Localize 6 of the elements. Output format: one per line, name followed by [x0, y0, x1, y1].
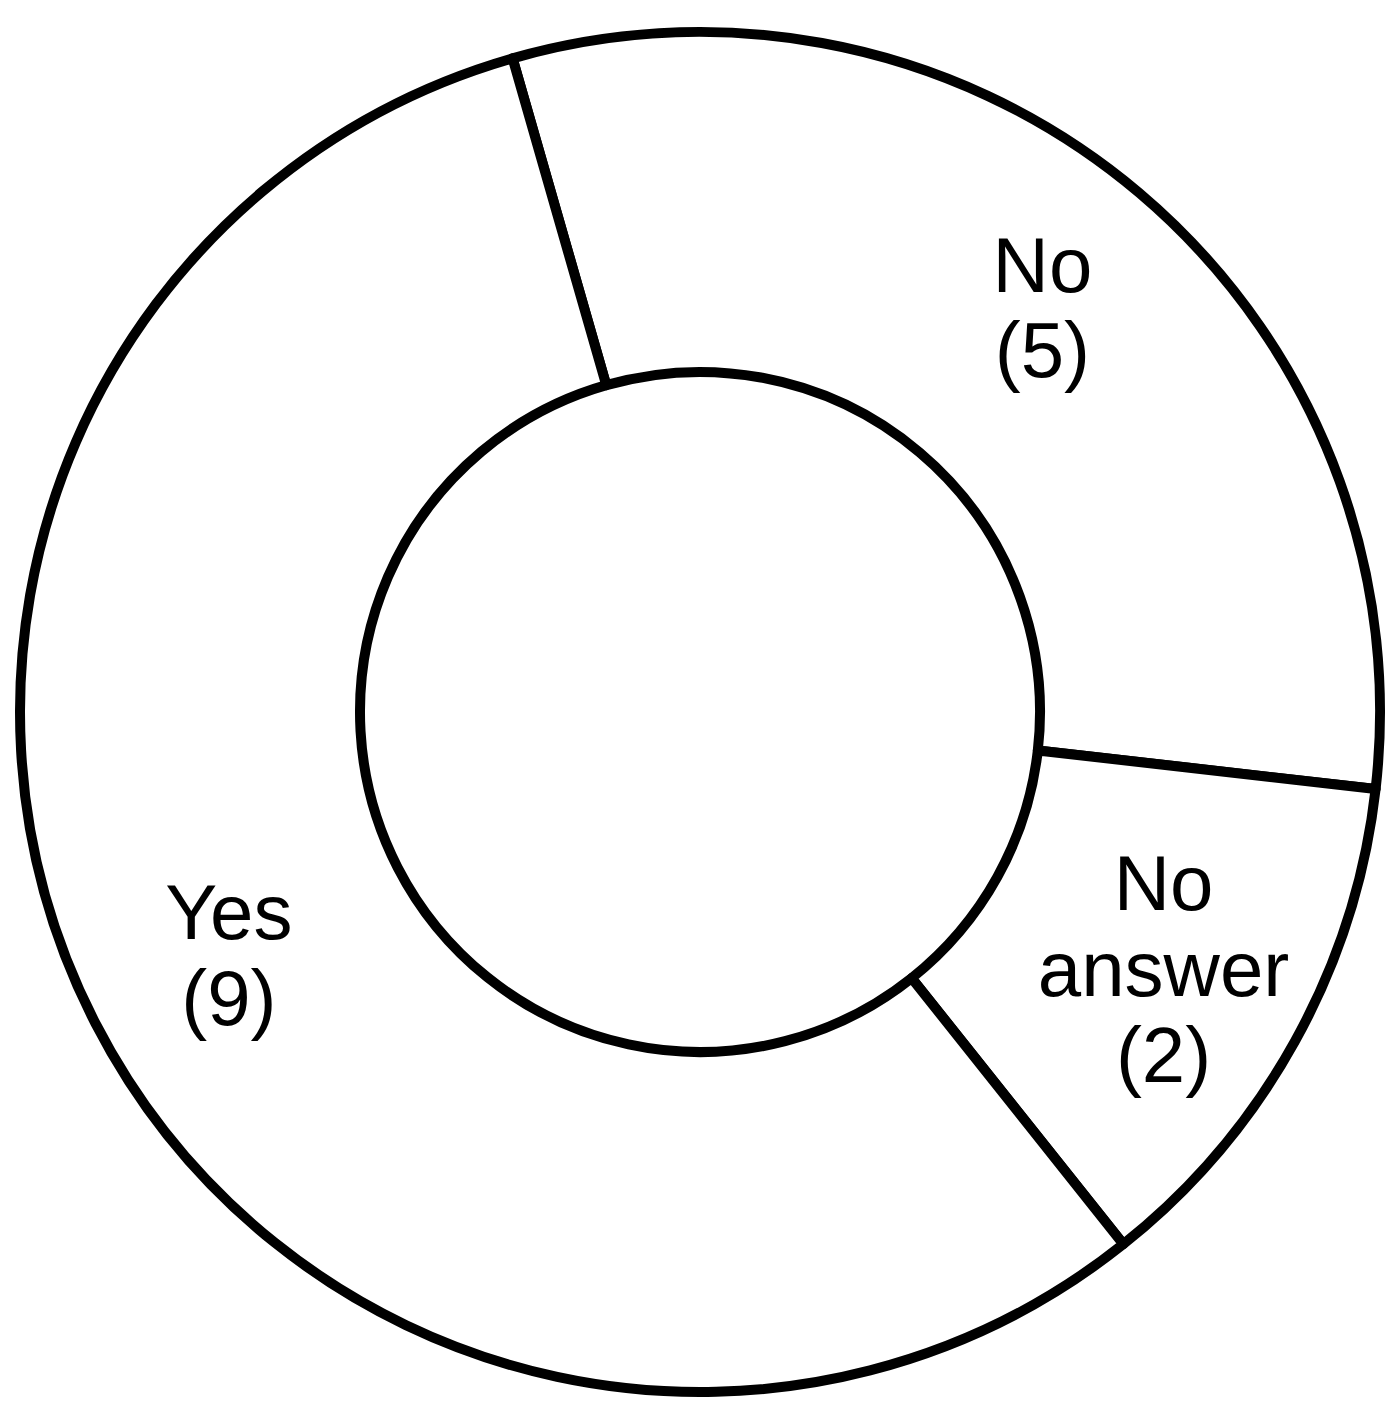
- data-label: (2): [1115, 1010, 1212, 1099]
- slice-label: Yes: [165, 867, 293, 956]
- data-label: (9): [181, 953, 277, 1042]
- slice-label: No: [992, 220, 1093, 309]
- data-label: (5): [994, 306, 1091, 395]
- slice-label: No answer: [1037, 839, 1290, 1013]
